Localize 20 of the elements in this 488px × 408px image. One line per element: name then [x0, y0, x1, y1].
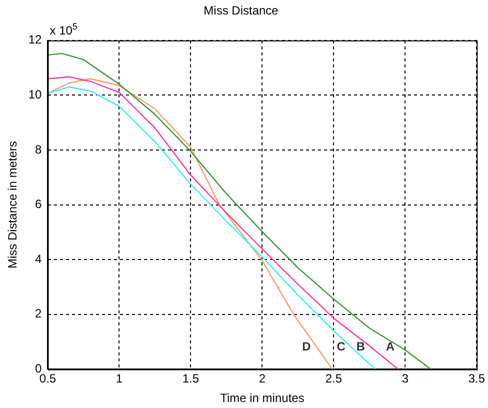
series-label: A [386, 340, 395, 354]
x-tick-label: 1 [116, 372, 123, 386]
y-tick-label: 8 [35, 142, 42, 156]
x-tick-label: 3 [402, 372, 409, 386]
y-tick-label: 12 [28, 32, 42, 47]
y-axis-title: Miss Distance in meters [6, 141, 20, 268]
series-label: B [356, 340, 366, 354]
x-tick-label: 1.5 [182, 372, 200, 386]
x-tick-label: 2 [258, 372, 266, 386]
y-tick-label: 10 [28, 88, 42, 102]
chart-title: Miss Distance [204, 4, 279, 18]
x-tick-label: 0.5 [39, 372, 56, 386]
y-tick-label: 4 [35, 252, 42, 266]
x-tick-label: 3.5 [468, 372, 486, 386]
y-tick-label: 2 [35, 306, 42, 321]
x-tick-label: 2.5 [325, 372, 342, 386]
y-tick-label: 6 [35, 197, 42, 212]
x-axis-title: Time in minutes [220, 391, 304, 406]
series-label: C [336, 340, 346, 354]
series-label: D [302, 340, 312, 354]
